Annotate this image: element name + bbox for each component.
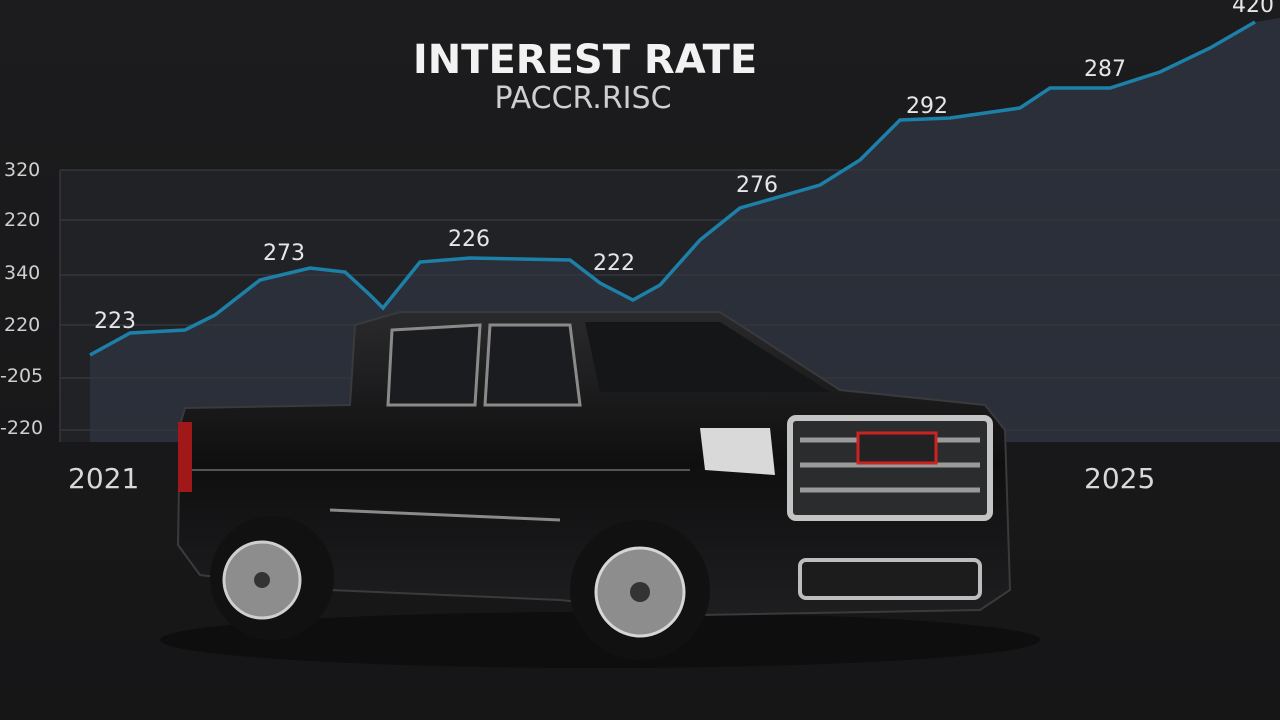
truck [160,311,1040,668]
point-label: 223 [94,309,136,334]
axis-label: -220 [0,417,43,439]
axis-label: 320 [4,159,40,181]
point-label: 273 [263,241,305,266]
subtitle: PACCR.RISC [494,81,671,116]
axis-label: 340 [4,262,40,284]
point-label: 287 [1084,57,1126,82]
title: INTEREST RATE [413,37,757,83]
point-label: 292 [906,94,948,119]
year-label: 2021 [68,462,139,495]
axis-label: 220 [4,209,40,231]
point-label: 222 [593,251,635,276]
point-label: 226 [448,227,490,252]
axis-label: 220 [4,314,40,336]
line [89,20,1256,357]
point-label: 420 [1232,0,1274,18]
axis-label: -205 [0,365,43,387]
year-label: 2025 [1084,462,1155,495]
point-label: 276 [736,173,778,198]
